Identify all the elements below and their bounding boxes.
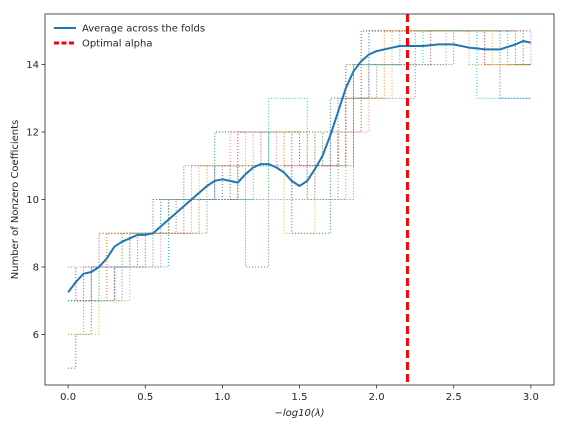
y-tick-label: 6 bbox=[33, 330, 39, 341]
y-tick-label: 8 bbox=[33, 262, 39, 273]
fold-line-11 bbox=[68, 30, 532, 268]
x-tick-label: 1.0 bbox=[214, 392, 230, 403]
legend-label: Average across the folds bbox=[82, 24, 205, 35]
x-tick-label: 2.5 bbox=[446, 392, 462, 403]
x-axis-label: −log10(λ) bbox=[274, 408, 324, 419]
x-tick-label: 3.0 bbox=[523, 392, 539, 403]
y-axis-ticks: 6 8 10 12 14 bbox=[26, 60, 45, 341]
x-tick-label: 0.5 bbox=[137, 392, 153, 403]
fold-line-13 bbox=[68, 30, 531, 335]
y-axis-label: Number of Nonzero Coefficients bbox=[10, 120, 21, 280]
x-axis-ticks: 0.0 0.5 1.0 1.5 2.0 2.5 3.0 bbox=[60, 385, 539, 403]
fold-line-7 bbox=[68, 30, 531, 302]
plot-background bbox=[45, 14, 554, 385]
x-tick-label: 2.0 bbox=[369, 392, 385, 403]
fold-line-12 bbox=[68, 30, 531, 302]
legend-label: Optimal alpha bbox=[82, 39, 152, 50]
y-tick-label: 12 bbox=[26, 128, 39, 139]
fold-line-14 bbox=[68, 30, 531, 302]
x-tick-label: 1.5 bbox=[292, 392, 308, 403]
y-tick-label: 14 bbox=[26, 60, 39, 71]
y-tick-label: 10 bbox=[26, 195, 39, 206]
fold-lines bbox=[68, 30, 532, 369]
average-line bbox=[67, 40, 532, 293]
main-lines bbox=[67, 14, 532, 385]
legend: Average across the folds Optimal alpha bbox=[54, 24, 205, 50]
x-tick-label: 0.0 bbox=[60, 392, 76, 403]
